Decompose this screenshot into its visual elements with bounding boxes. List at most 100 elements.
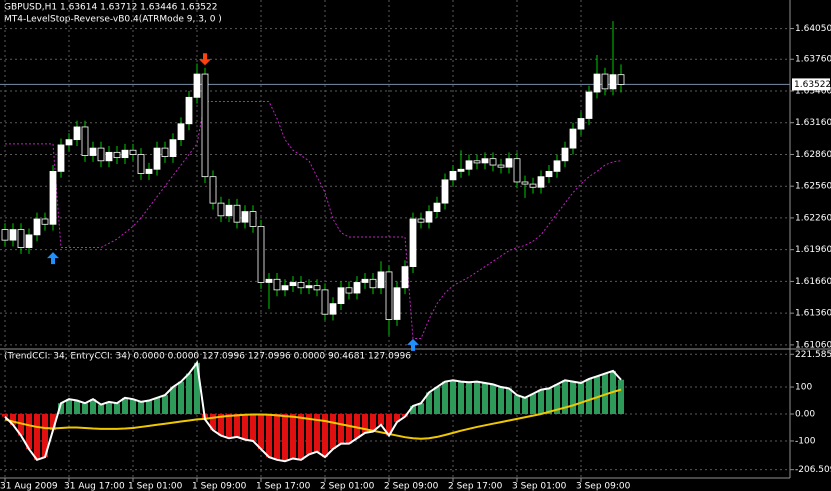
histogram-bar [538,389,544,414]
histogram-bar [378,414,384,425]
candle-body [49,170,57,225]
histogram-bar [298,414,304,460]
candle-body [545,170,553,178]
y-tick-label: 221.585 [795,350,831,360]
candle-body [425,211,433,223]
histogram-bar [578,383,584,414]
histogram-bar [266,414,272,458]
y-tick-label: 0.00 [795,410,815,420]
chart-subtitle: MT4-LevelStop-Reverse-vB0.4(ATRMode 9, 3… [4,15,222,25]
y-tick-label: 1.61660 [795,277,831,287]
histogram-bar [242,414,248,440]
y-tick-label: 1.61960 [795,245,831,255]
histogram-bar [154,397,160,414]
candle-body [585,91,593,119]
candle-body [401,266,409,289]
histogram-bar [90,399,96,414]
candle-body [257,225,265,283]
histogram-bar [466,382,472,414]
histogram-bar [506,388,512,414]
candle-body [369,278,377,289]
y-tick-label: -100 [795,436,816,446]
histogram-bar [2,414,8,417]
candle-body [17,229,25,248]
cci-line [4,360,622,463]
candle-body [233,204,241,223]
candle-body [505,158,513,168]
y-tick-label: 1.61360 [795,309,831,319]
x-tick-label: 2 Sep 09:00 [384,482,439,491]
candle-body [353,282,361,294]
candle-body [265,278,273,283]
current-price-label: 1.63522 [794,80,831,90]
candle-body [169,139,177,157]
candle-body [161,147,169,157]
candle-body [577,118,585,130]
y-tick-label: 1.61060 [795,340,831,350]
candle-body [529,183,537,188]
candle-body [297,282,305,289]
histogram-bar [58,403,64,414]
x-tick-label: 1 Sep 01:00 [128,482,183,491]
histogram-bar [26,414,32,450]
histogram-bar [106,401,112,414]
histogram-bar [178,381,184,414]
histogram-bar [138,401,144,414]
histogram-bar [426,392,432,414]
histogram-bar [234,414,240,437]
candle-body [441,179,449,204]
candle-body [609,74,617,90]
x-tick-label: 31 Aug 2009 [0,482,58,491]
histogram-bar [546,388,552,414]
histogram-bar [570,381,576,414]
histogram-bar [514,395,520,414]
candle-body [345,287,353,294]
histogram-bar [18,414,24,436]
histogram-bar [42,414,48,458]
histogram-bar [482,383,488,414]
candle-body [569,128,577,149]
candle-body [73,126,81,141]
histogram-bar [346,414,352,444]
candle-body [481,158,489,164]
histogram-bar [434,387,440,414]
chart-title: GBPUSD,H1 1.63614 1.63712 1.63446 1.6352… [4,3,217,13]
candle-body [473,160,481,164]
histogram-bar [394,414,400,423]
candle-body [209,176,217,204]
histogram-bar [338,414,344,444]
candle-body [225,204,233,217]
candle-body [249,211,257,227]
indicator-title: (TrendCCI: 34, EntryCCI: 34) 0.0000 0.00… [4,352,411,362]
x-tick-label: 2 Sep 17:00 [448,482,503,491]
histogram-bar [226,414,232,439]
candle-body [137,154,145,174]
histogram-bar [314,414,320,452]
candle-body [361,278,369,283]
candle-body [433,202,441,212]
x-tick-label: 2 Sep 01:00 [320,482,375,491]
y-tick-label: 1.63760 [795,55,831,65]
histogram-bar [386,414,392,436]
histogram-bar [186,373,192,414]
y-tick-label: 1.63460 [795,86,831,96]
y-tick-label: 1.62560 [795,182,831,192]
candle-body [81,126,89,156]
histogram-bar [74,400,80,414]
candle-body [393,287,401,320]
candle-body [153,147,161,170]
candle-body [193,73,201,98]
y-tick-label: -206.509 [795,465,831,475]
candle-body [601,73,609,90]
histogram-bar [530,393,536,414]
y-tick-label: 1.62260 [795,213,831,223]
candle-body [489,158,497,166]
candle-body [281,285,289,291]
histogram-bar [194,362,200,414]
x-tick-label: 3 Sep 09:00 [576,482,631,491]
candle-body [97,147,105,162]
histogram-bar [594,376,600,414]
histogram-bar [290,414,296,459]
